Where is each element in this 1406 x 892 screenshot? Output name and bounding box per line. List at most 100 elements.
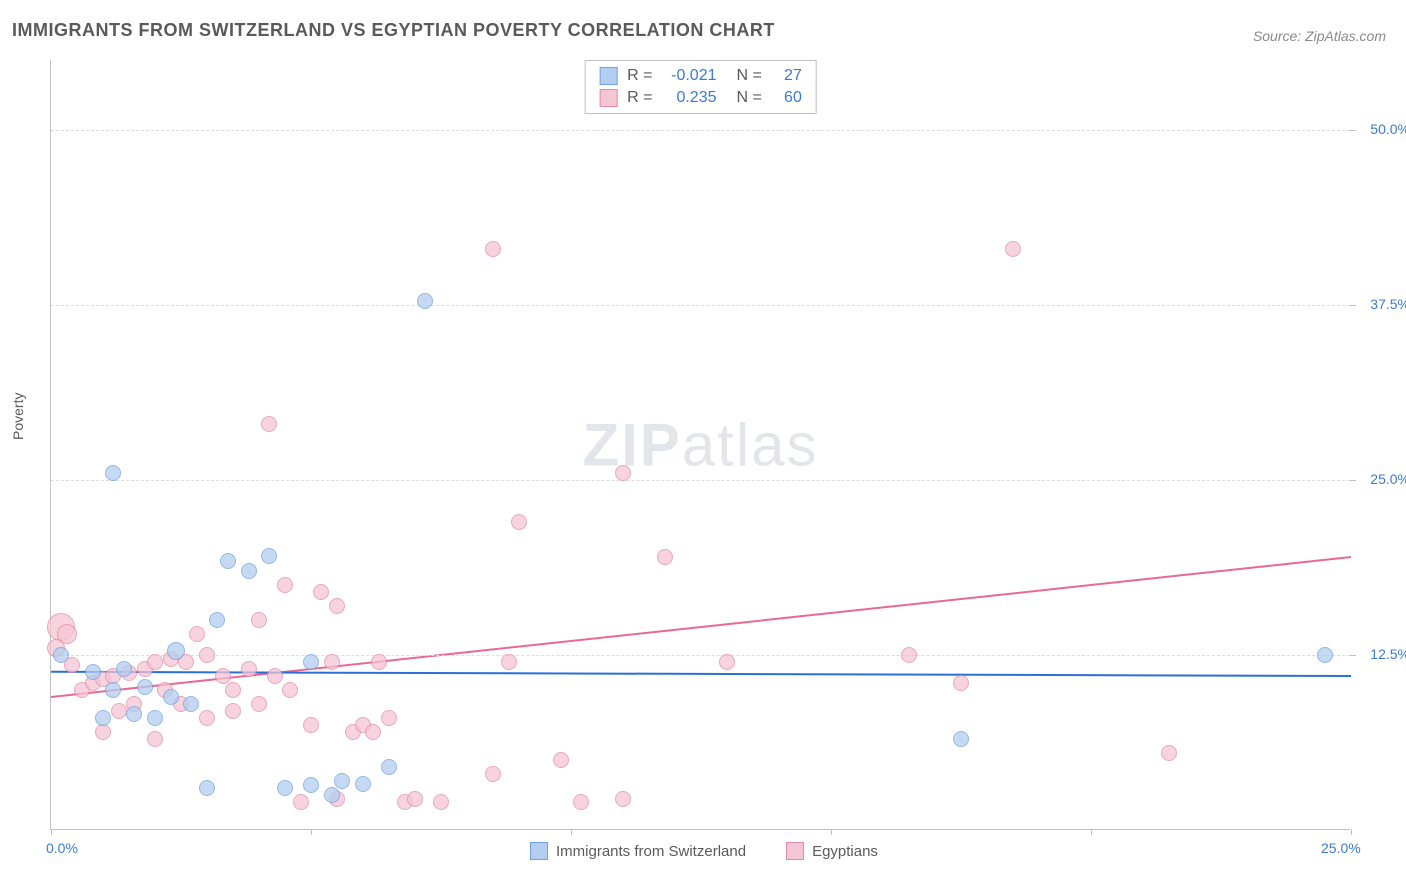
x-tick [51, 829, 52, 835]
gridline [51, 305, 1350, 306]
data-point-b [1161, 745, 1177, 761]
data-point-b [433, 794, 449, 810]
r-label: R = [627, 67, 652, 85]
r-value-b: 0.235 [663, 89, 717, 107]
data-point-a [105, 465, 121, 481]
y-tick [1350, 480, 1356, 481]
data-point-b [324, 654, 340, 670]
y-axis-title: Poverty [10, 393, 26, 440]
y-tick-label: 25.0% [1370, 471, 1406, 487]
data-point-b [241, 661, 257, 677]
data-point-a [167, 642, 185, 660]
data-point-a [381, 759, 397, 775]
x-tick [311, 829, 312, 835]
x-tick [571, 829, 572, 835]
gridline [51, 655, 1350, 656]
data-point-b [901, 647, 917, 663]
data-point-b [511, 514, 527, 530]
data-point-b [282, 682, 298, 698]
n-label: N = [737, 89, 762, 107]
data-point-b [225, 703, 241, 719]
x-tick [831, 829, 832, 835]
legend-row-a: R = -0.021 N = 27 [599, 65, 802, 87]
data-point-a [137, 679, 153, 695]
data-point-a [303, 654, 319, 670]
data-point-a [303, 777, 319, 793]
data-point-a [105, 682, 121, 698]
series-a-label: Immigrants from Switzerland [556, 843, 746, 860]
watermark-zip: ZIP [582, 411, 681, 478]
data-point-b [267, 668, 283, 684]
data-point-b [147, 731, 163, 747]
gridline [51, 130, 1350, 131]
y-tick-label: 37.5% [1370, 296, 1406, 312]
trend-lines [51, 60, 1351, 830]
data-point-b [657, 549, 673, 565]
data-point-b [371, 654, 387, 670]
data-point-b [111, 703, 127, 719]
data-point-b [719, 654, 735, 670]
data-point-b [303, 717, 319, 733]
swatch-series-b [599, 89, 617, 107]
data-point-a [53, 647, 69, 663]
chart-plot-area: ZIPatlas R = -0.021 N = 27 R = 0.235 N =… [50, 60, 1350, 830]
data-point-b [1005, 241, 1021, 257]
data-point-b [313, 584, 329, 600]
data-point-b [147, 654, 163, 670]
data-point-b [381, 710, 397, 726]
data-point-a [126, 706, 142, 722]
swatch-series-a [599, 67, 617, 85]
data-point-b [199, 710, 215, 726]
x-tick [1351, 829, 1352, 835]
data-point-b [293, 794, 309, 810]
data-point-a [209, 612, 225, 628]
data-point-b [329, 598, 345, 614]
data-point-a [1317, 647, 1333, 663]
data-point-b [251, 696, 267, 712]
data-point-a [116, 661, 132, 677]
data-point-a [334, 773, 350, 789]
y-tick [1350, 305, 1356, 306]
data-point-b [277, 577, 293, 593]
data-point-a [199, 780, 215, 796]
data-point-b [573, 794, 589, 810]
y-tick-label: 50.0% [1370, 121, 1406, 137]
data-point-b [407, 791, 423, 807]
data-point-a [183, 696, 199, 712]
data-point-a [355, 776, 371, 792]
series-legend: Immigrants from Switzerland Egyptians [530, 842, 878, 860]
y-tick-label: 12.5% [1370, 646, 1406, 662]
data-point-a [85, 664, 101, 680]
r-value-a: -0.021 [663, 67, 717, 85]
data-point-a [277, 780, 293, 796]
data-point-b [95, 724, 111, 740]
x-tick-label: 0.0% [46, 840, 78, 856]
watermark-atlas: atlas [682, 411, 819, 478]
series-b-label: Egyptians [812, 843, 878, 860]
chart-title: IMMIGRANTS FROM SWITZERLAND VS EGYPTIAN … [12, 20, 775, 41]
legend-row-b: R = 0.235 N = 60 [599, 87, 802, 109]
data-point-a [147, 710, 163, 726]
n-value-b: 60 [772, 89, 802, 107]
data-point-a [261, 548, 277, 564]
data-point-a [220, 553, 236, 569]
n-label: N = [737, 67, 762, 85]
data-point-b [215, 668, 231, 684]
legend-item-b: Egyptians [786, 842, 878, 860]
data-point-a [324, 787, 340, 803]
y-tick [1350, 130, 1356, 131]
n-value-a: 27 [772, 67, 802, 85]
data-point-b [189, 626, 205, 642]
data-point-b [615, 791, 631, 807]
data-point-b [485, 241, 501, 257]
data-point-b [501, 654, 517, 670]
data-point-b [615, 465, 631, 481]
data-point-a [417, 293, 433, 309]
data-point-b [199, 647, 215, 663]
legend-item-a: Immigrants from Switzerland [530, 842, 746, 860]
data-point-b [953, 675, 969, 691]
swatch-series-a [530, 842, 548, 860]
data-point-b [553, 752, 569, 768]
r-label: R = [627, 89, 652, 107]
data-point-a [241, 563, 257, 579]
